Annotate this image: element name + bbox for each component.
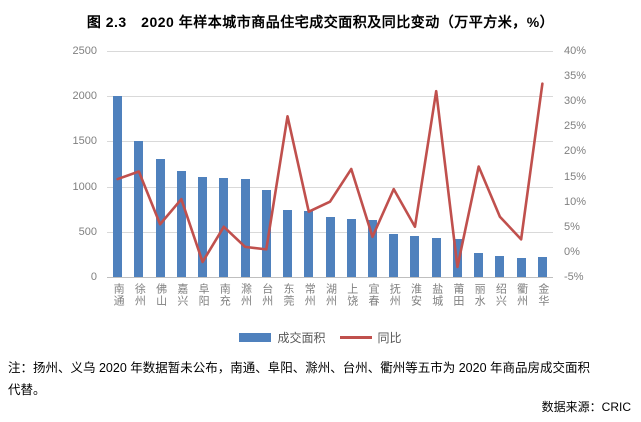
right-axis-tick-label: -5%	[564, 271, 584, 283]
x-axis-label-绍兴: 绍兴	[494, 283, 507, 307]
x-axis-label-徐州: 徐州	[133, 283, 146, 307]
left-axis-tick-label: 0	[90, 271, 97, 283]
right-axis-tick-label: 0%	[564, 245, 580, 258]
legend-bar-label: 成交面积	[277, 331, 326, 345]
legend-item-line: 同比	[339, 329, 402, 346]
right-axis-tick-label: 15%	[564, 170, 587, 183]
x-axis-label-宜春: 宜春	[366, 283, 379, 307]
x-axis-label-佛山: 佛山	[154, 283, 167, 307]
chart-title: 图 2.3 2020 年样本城市商品住宅成交面积及同比变动（万平方米，%）	[86, 14, 555, 30]
x-axis-label-阜阳: 阜阳	[197, 283, 210, 307]
right-axis-tick-label: 10%	[564, 195, 587, 208]
right-axis-tick-label: 5%	[564, 220, 580, 233]
bar-上饶	[346, 219, 356, 277]
x-axis-label-嘉兴: 嘉兴	[175, 283, 188, 307]
y-gridline	[107, 277, 553, 278]
y-gridline	[107, 96, 553, 98]
bar-淮安	[410, 235, 420, 277]
x-axis-label-丽水: 丽水	[473, 283, 486, 307]
bar-常州	[304, 210, 314, 277]
left-axis-tick-label: 1000	[72, 180, 97, 193]
footnote: 注：扬州、义乌 2020 年数据暂未公布，南通、阜阳、滁州、台州、衢州等五市为 …	[8, 357, 633, 401]
bar-滁州	[240, 178, 250, 277]
x-axis-label-东莞: 东莞	[282, 283, 295, 307]
x-axis-label-南通: 南通	[112, 283, 125, 307]
left-axis-tick-label: 2500	[72, 45, 97, 57]
bar-series-swatch-icon	[239, 333, 272, 342]
legend-item-bar: 成交面积	[239, 329, 326, 346]
bar-嘉兴	[176, 171, 186, 277]
bar-衢州	[516, 258, 526, 277]
legend-line-label: 同比	[377, 331, 402, 345]
x-axis-label-南充: 南充	[218, 283, 231, 307]
x-axis-label-上饶: 上饶	[345, 283, 358, 307]
bar-东莞	[283, 209, 293, 277]
left-axis-tick-label: 1500	[72, 135, 97, 148]
bar-抚州	[389, 233, 399, 277]
bar-湖州	[325, 217, 335, 277]
left-axis-tick-label: 500	[78, 225, 97, 238]
y-gridline	[107, 186, 553, 188]
left-axis-tick-label: 2000	[72, 90, 97, 103]
footnote-line2: 代替。	[8, 383, 46, 397]
x-axis-label-淮安: 淮安	[409, 283, 422, 307]
footnote-line1: 注：扬州、义乌 2020 年数据暂未公布，南通、阜阳、滁州、台州、衢州等五市为 …	[8, 361, 591, 375]
bar-阜阳	[198, 176, 208, 277]
y-gridline	[107, 141, 553, 143]
right-axis-tick-label: 20%	[564, 145, 587, 158]
yoy-line-path	[116, 82, 544, 269]
right-axis-tick-label: 30%	[564, 95, 587, 108]
chart-legend: 成交面积 同比	[0, 329, 641, 346]
x-axis-label-湖州: 湖州	[324, 283, 337, 307]
x-axis-label-莆田: 莆田	[451, 283, 464, 307]
bar-南通	[113, 96, 123, 277]
bar-绍兴	[495, 256, 505, 277]
bar-盐城	[431, 237, 441, 277]
bar-宜春	[367, 220, 377, 277]
right-axis-tick-label: 25%	[564, 120, 587, 133]
bar-金华	[537, 257, 547, 277]
x-axis-label-台州: 台州	[260, 283, 273, 307]
bar-台州	[261, 190, 271, 277]
x-axis-label-常州: 常州	[303, 283, 316, 307]
line-series-swatch-icon	[339, 336, 372, 339]
bar-佛山	[155, 158, 165, 277]
bar-徐州	[134, 141, 144, 277]
right-axis-tick-label: 40%	[564, 45, 587, 57]
x-axis-label-金华: 金华	[536, 283, 549, 307]
data-source: 数据来源：CRIC	[541, 400, 631, 414]
x-axis-label-衢州: 衢州	[515, 283, 528, 307]
y-gridline	[107, 51, 553, 52]
bar-丽水	[474, 253, 484, 277]
x-axis-label-盐城: 盐城	[430, 283, 443, 307]
right-axis-tick-label: 35%	[564, 70, 587, 83]
x-axis-label-抚州: 抚州	[388, 283, 401, 307]
x-axis-label-滁州: 滁州	[239, 283, 252, 307]
